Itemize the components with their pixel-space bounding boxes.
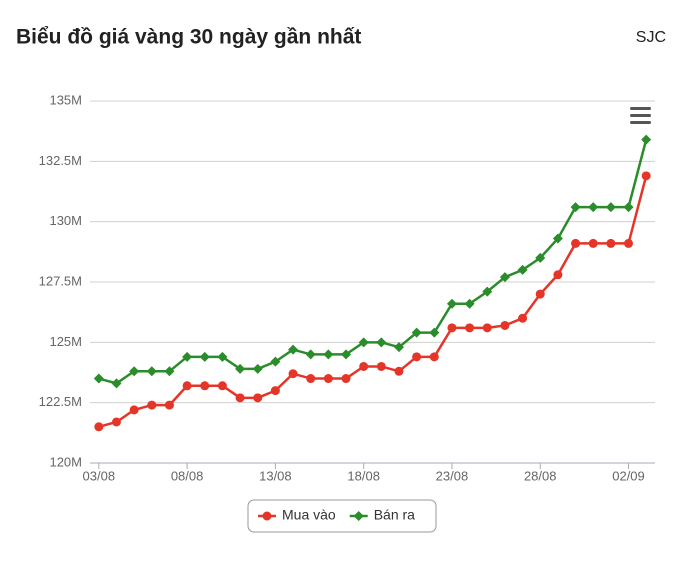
data-point xyxy=(447,323,457,333)
y-tick-label: 135M xyxy=(49,92,82,107)
menu-bar xyxy=(630,121,651,124)
chart-title: Biểu đồ giá vàng 30 ngày gần nhất xyxy=(16,26,361,49)
data-point xyxy=(464,298,475,309)
data-point xyxy=(535,252,546,263)
data-point xyxy=(253,393,263,403)
menu-bar xyxy=(630,114,651,117)
source-label: SJC xyxy=(636,29,666,46)
data-point xyxy=(235,363,246,374)
data-point xyxy=(93,373,104,384)
data-point xyxy=(129,405,139,415)
data-point xyxy=(552,233,563,244)
data-point xyxy=(482,286,493,297)
data-point xyxy=(217,381,227,391)
legend-box xyxy=(247,499,437,533)
data-point xyxy=(482,323,492,333)
menu-bar xyxy=(630,107,651,110)
data-point xyxy=(252,363,263,374)
data-point xyxy=(358,337,369,348)
data-point xyxy=(288,344,299,355)
x-tick-label: 03/08 xyxy=(83,468,116,483)
data-point xyxy=(429,352,439,362)
legend-label[interactable]: Mua vào xyxy=(282,507,336,523)
data-point xyxy=(376,337,387,348)
data-point xyxy=(623,202,634,213)
x-tick-label: 13/08 xyxy=(259,468,292,483)
data-point xyxy=(641,171,651,181)
data-point xyxy=(588,238,598,248)
x-tick-label: 18/08 xyxy=(347,468,380,483)
data-point xyxy=(429,327,440,338)
data-point xyxy=(641,134,652,145)
data-point xyxy=(535,289,545,299)
data-point xyxy=(571,238,581,248)
data-point xyxy=(164,366,175,377)
data-point xyxy=(94,422,104,432)
x-tick-label: 23/08 xyxy=(436,468,469,483)
data-point xyxy=(199,351,210,362)
data-point xyxy=(341,374,351,384)
data-point xyxy=(605,202,616,213)
x-tick-label: 08/08 xyxy=(171,468,204,483)
data-point xyxy=(129,366,140,377)
data-point xyxy=(588,202,599,213)
menu-button[interactable] xyxy=(628,104,654,128)
data-point xyxy=(235,393,245,403)
series-line xyxy=(98,175,648,429)
x-tick-label: 02/09 xyxy=(612,468,645,483)
data-point xyxy=(465,323,475,333)
data-point xyxy=(323,349,334,360)
data-point xyxy=(111,378,122,389)
data-point xyxy=(270,356,281,367)
x-tick-label: 28/08 xyxy=(524,468,557,483)
data-point xyxy=(606,238,616,248)
legend-marker xyxy=(353,511,364,521)
data-point xyxy=(111,417,121,427)
data-point xyxy=(217,351,228,362)
data-point xyxy=(517,264,528,275)
data-point xyxy=(323,374,333,384)
data-point xyxy=(146,366,157,377)
data-point xyxy=(376,361,386,371)
y-tick-label: 125M xyxy=(49,334,82,349)
data-point xyxy=(446,298,457,309)
data-point xyxy=(305,349,316,360)
legend-marker xyxy=(262,511,272,521)
data-point xyxy=(393,342,404,353)
data-point xyxy=(518,313,528,323)
data-point xyxy=(341,349,352,360)
data-point xyxy=(624,238,634,248)
data-point xyxy=(147,400,157,410)
data-point xyxy=(359,361,369,371)
y-tick-label: 132.5M xyxy=(39,153,82,168)
y-tick-label: 122.5M xyxy=(39,394,82,409)
data-point xyxy=(394,366,404,376)
data-point xyxy=(306,374,316,384)
y-tick-label: 130M xyxy=(49,213,82,228)
data-point xyxy=(499,272,510,283)
data-point xyxy=(553,270,563,280)
data-point xyxy=(270,386,280,396)
data-point xyxy=(182,351,193,362)
data-point xyxy=(412,352,422,362)
data-point xyxy=(288,369,298,379)
data-point xyxy=(500,320,510,330)
data-point xyxy=(200,381,210,391)
y-tick-label: 120M xyxy=(49,454,82,469)
data-point xyxy=(182,381,192,391)
data-point xyxy=(164,400,174,410)
data-point xyxy=(411,327,422,338)
legend-label[interactable]: Bán ra xyxy=(374,507,415,523)
y-tick-label: 127.5M xyxy=(39,273,82,288)
data-point xyxy=(570,202,581,213)
